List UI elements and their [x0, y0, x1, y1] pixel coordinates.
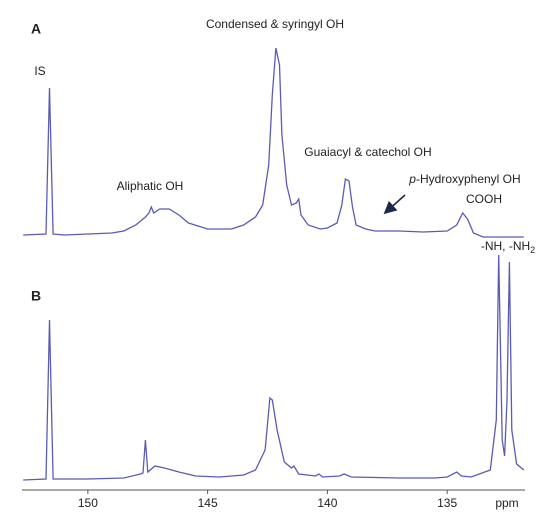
spectrum-line	[23, 254, 525, 481]
x-tick-label: 150	[78, 496, 98, 510]
annotation-subscript: 2	[530, 245, 535, 255]
x-tick-label: 145	[198, 496, 218, 510]
spectrum-line	[23, 47, 524, 238]
panel-label: A	[31, 21, 41, 37]
annotation-italic: p	[408, 172, 416, 186]
annotation-text: -Hydroxyphenyl OH	[416, 172, 521, 186]
x-tick-label: 135	[437, 496, 457, 510]
x-axis-label: ppm	[495, 496, 518, 510]
annotation: IS	[34, 64, 45, 78]
annotation-text: Condensed & syringyl OH	[206, 17, 344, 31]
panel-label: B	[31, 288, 41, 304]
annotation-text: IS	[34, 64, 45, 78]
annotation: Guaiacyl & catechol OH	[304, 145, 431, 159]
annotation: Condensed & syringyl OH	[206, 17, 344, 31]
annotation: Aliphatic OH	[117, 179, 184, 193]
annotation-arrow	[383, 194, 406, 215]
annotation-text: Guaiacyl & catechol OH	[304, 145, 431, 159]
annotation: -NH, -NH2	[481, 239, 535, 255]
annotation-text: Aliphatic OH	[117, 179, 184, 193]
annotation-text: -NH, -NH	[481, 239, 530, 253]
annotation-text: COOH	[466, 192, 502, 206]
annotation: COOH	[466, 192, 502, 206]
x-tick-label: 140	[317, 496, 337, 510]
annotation: p-Hydroxyphenyl OH	[408, 172, 520, 186]
